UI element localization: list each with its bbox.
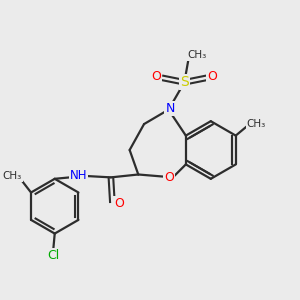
Text: O: O xyxy=(164,171,174,184)
Text: CH₃: CH₃ xyxy=(3,171,22,181)
Text: O: O xyxy=(152,70,161,83)
Text: S: S xyxy=(180,75,189,89)
Text: Cl: Cl xyxy=(48,249,60,262)
Text: NH: NH xyxy=(70,169,87,182)
Text: N: N xyxy=(165,102,175,115)
Text: CH₃: CH₃ xyxy=(187,50,206,60)
Text: CH₃: CH₃ xyxy=(247,119,266,129)
Text: O: O xyxy=(207,70,217,83)
Text: O: O xyxy=(114,197,124,210)
